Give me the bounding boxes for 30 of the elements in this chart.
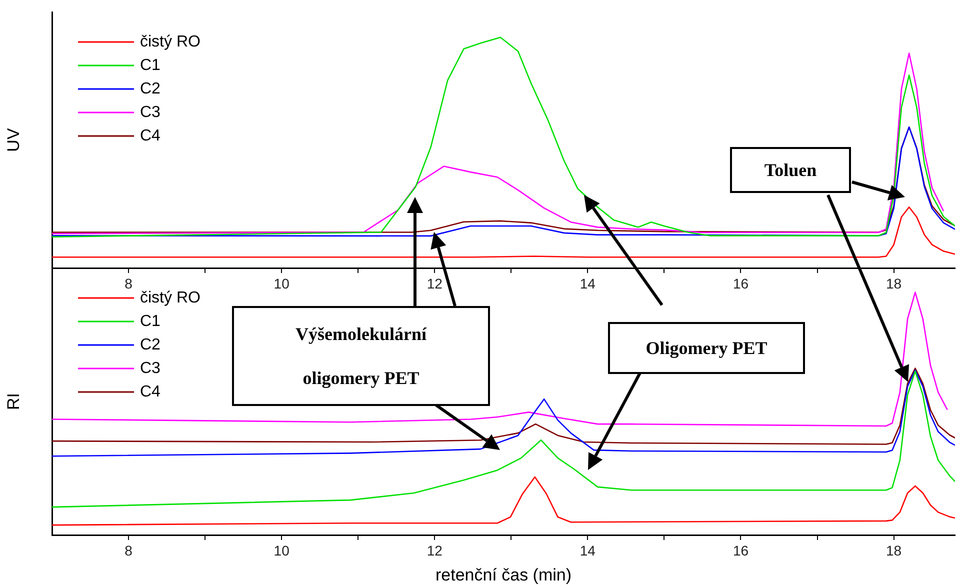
annotation: Oligomery PET — [646, 338, 768, 358]
legend-label: čistý RO — [140, 289, 200, 306]
x-tick-label: 16 — [732, 275, 749, 292]
annotation: Toluen — [764, 160, 817, 180]
legend-label: C2 — [140, 336, 161, 354]
x-tick-label: 16 — [732, 542, 749, 558]
legend-label: C1 — [140, 56, 161, 74]
y-axis-title: UV — [4, 128, 23, 152]
x-tick-label: 18 — [886, 275, 902, 292]
x-tick-label: 8 — [124, 275, 133, 292]
x-tick-label: 14 — [580, 542, 596, 558]
x-axis-title: retenční čas (min) — [435, 565, 572, 584]
x-tick-label: 12 — [426, 275, 443, 292]
legend-label: C1 — [140, 312, 161, 330]
x-tick-label: 12 — [426, 542, 443, 558]
callout-frame: Oligomery PET — [608, 322, 805, 374]
legend-label: C3 — [140, 360, 161, 377]
legend-label: C2 — [140, 80, 161, 98]
legend-label: C3 — [140, 104, 161, 121]
x-tick-label: 18 — [886, 542, 902, 558]
x-tick-label: 10 — [274, 542, 290, 558]
x-tick-label: 8 — [124, 542, 133, 558]
x-tick-label: 14 — [580, 275, 596, 292]
callout-frame: Toluen — [730, 147, 851, 193]
y-axis-title: RI — [4, 393, 23, 410]
x-tick-label: 10 — [274, 275, 290, 292]
legend-label: C4 — [140, 383, 161, 400]
callout-frame: Výšemolekulární oligomery PET — [232, 306, 490, 406]
legend-label: C4 — [140, 127, 161, 144]
legend-label: čistý RO — [140, 33, 200, 50]
